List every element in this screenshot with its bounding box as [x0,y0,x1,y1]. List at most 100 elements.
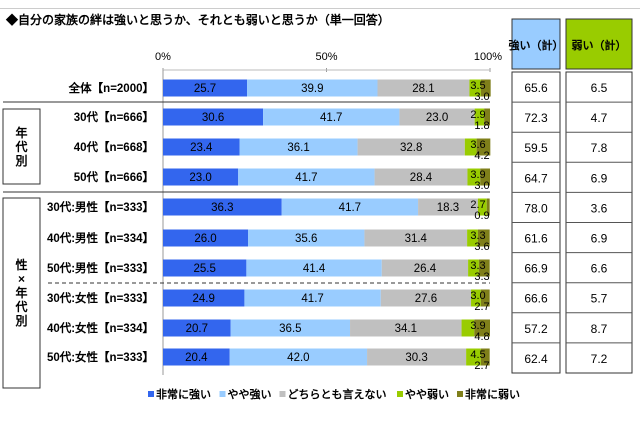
data-label: 1.8 [474,120,489,132]
group-label-age-text: 年代別 [15,125,28,168]
data-label: 41.7 [301,293,323,305]
data-label: 42.0 [287,352,309,364]
summary-header-cell [565,18,633,70]
data-label: 26.4 [414,263,437,275]
bar-segment [163,79,248,97]
category-label: 30代【n=666】 [74,110,154,124]
data-label: 36.5 [279,323,301,335]
data-label: 4.5 [470,349,485,361]
data-label: 4.8 [474,331,489,343]
bar-segment [367,348,467,366]
strong-total-value: 64.7 [524,171,548,185]
bar-segment [163,289,245,307]
bar-segment [163,348,230,366]
bar-segment [244,289,381,307]
data-label: 2.7 [474,301,489,313]
data-label: 2.7 [470,199,485,211]
bar-segment [477,198,487,216]
strong-total-value: 78.0 [524,201,548,215]
bar-segment [464,138,477,156]
weak-total-value: 6.9 [591,171,608,185]
weak-total-value: 5.7 [591,292,608,306]
data-label: 3.0 [474,91,489,103]
data-label: 31.4 [405,233,428,245]
legend-label: 非常に弱い [465,387,520,401]
data-label: 20.4 [185,352,208,364]
bar-segment [163,138,240,156]
legend-swatch [148,391,154,397]
data-label: 25.5 [193,263,215,275]
bar-segment [474,319,490,337]
bar-segment [477,229,490,247]
weak-total-value: 6.5 [591,81,608,95]
data-label: 3.6 [474,241,489,253]
bar-segment [357,138,465,156]
legend-swatch [279,391,286,397]
strong-total-value: 66.9 [524,262,548,276]
bar-segment [480,348,490,366]
category-label: 40代【n=668】 [74,140,154,154]
x-tick-label: 50% [315,51,337,63]
data-label: 41.4 [303,263,326,275]
weak-total-value: 6.9 [591,232,608,246]
data-label: 26.0 [194,233,216,245]
strong-total-value: 62.4 [524,352,548,366]
data-label: 28.4 [410,172,433,184]
data-label: 41.7 [320,112,342,124]
data-label: 4.2 [474,150,489,162]
bar-segment [246,259,382,277]
bar-segment [163,108,264,126]
bar-segment [399,108,475,126]
bar-segment [468,259,479,277]
group-label-gender-age: 性×年代別 [3,198,40,388]
chart-title: ◆自分の家族の絆は強いと思うか、それとも弱いと思うか（単一回答） [5,12,390,27]
data-label: 3.3 [470,260,485,272]
bar-segment [163,198,282,216]
summary-header: 弱い（計） [572,38,627,52]
data-label: 39.9 [301,83,323,95]
x-tick-label: 0% [155,51,171,63]
data-label: 36.1 [287,142,309,154]
bar-segment [248,229,365,247]
data-label: 28.1 [412,83,434,95]
legend-label: 非常に強い [156,387,211,401]
weak-total-value: 4.7 [591,111,608,125]
bar-segment [163,259,247,277]
category-label: 全体【n=2000】 [68,81,154,95]
weak-total-value: 3.6 [591,201,608,215]
bar-segment [281,198,419,216]
summary-header: 強い（計） [509,38,564,52]
category-label: 40代:男性【n=334】 [47,231,154,245]
strong-total-value: 72.3 [524,111,548,125]
legend-swatch [397,391,403,397]
bar-segment [381,259,469,277]
summary-header-cell [511,18,561,70]
legend-swatch [457,391,463,397]
bar-segment [238,168,375,186]
data-label: 3.9 [470,320,485,332]
data-label: 2.9 [470,109,485,121]
bar-segment [263,108,400,126]
strong-total-value: 66.6 [524,292,548,306]
data-label: 23.4 [190,142,213,154]
bar-segment [229,348,368,366]
data-label: 23.0 [189,172,211,184]
data-label: 0.9 [474,210,489,222]
weak-total-value: 7.2 [591,352,608,366]
top-divider [0,8,640,9]
strong-total-value: 65.6 [524,81,548,95]
data-label: 3.3 [470,230,485,242]
category-label: 50代:男性【n=333】 [47,261,154,275]
bar-segment [486,198,490,216]
data-label: 41.7 [295,172,317,184]
data-label: 3.5 [470,80,485,92]
category-label: 30代:男性【n=333】 [47,200,154,214]
bar-segment [484,108,490,126]
category-label: 30代:女性【n=333】 [47,291,154,305]
bar-segment [163,319,231,337]
strong-total-value: 61.6 [524,232,548,246]
data-label: 30.3 [405,352,427,364]
strong-total-value: 57.2 [524,322,548,336]
bar-segment [469,79,481,97]
data-label: 3.9 [470,169,485,181]
